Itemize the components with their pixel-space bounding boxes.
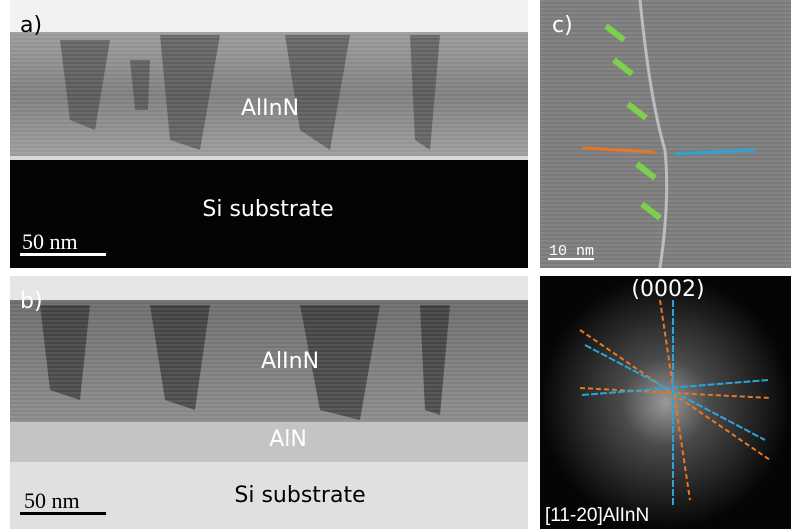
layer-label: AlInN bbox=[261, 349, 319, 374]
scale-text: 10 nm bbox=[549, 243, 594, 260]
page: {"panels": { "a": {"label": "a)", "layer… bbox=[0, 0, 791, 529]
panel-label: b) bbox=[20, 289, 43, 314]
scale-text: 50 nm bbox=[24, 488, 80, 513]
panel-a: a) AlInN Si substrate 50 nm bbox=[10, 0, 528, 268]
substrate-label: Si substrate bbox=[234, 483, 365, 508]
reflection-label: (0002) bbox=[631, 277, 704, 302]
scale-bar bbox=[20, 253, 106, 256]
interface bbox=[10, 156, 528, 160]
buffer-label: AlN bbox=[269, 427, 307, 452]
texture bbox=[10, 32, 528, 158]
panel-c: c) 10 nm bbox=[540, 0, 791, 268]
panel-label: a) bbox=[20, 13, 42, 38]
fft-background bbox=[540, 276, 791, 529]
figure: a) AlInN Si substrate 50 nm b) AlInN AlN… bbox=[0, 0, 791, 529]
panel-label: c) bbox=[552, 13, 573, 38]
panel-b: b) AlInN AlN Si substrate 50 nm bbox=[10, 276, 528, 529]
scale-bar bbox=[548, 258, 594, 260]
zone-axis-label: [11-20]AlInN bbox=[545, 505, 649, 526]
substrate-label: Si substrate bbox=[202, 197, 333, 222]
scale-bar bbox=[20, 512, 106, 515]
layer-label: AlInN bbox=[241, 96, 299, 121]
scale-text: 50 nm bbox=[22, 229, 78, 254]
panel-d: (0002) [11-20]AlInN bbox=[540, 276, 791, 529]
